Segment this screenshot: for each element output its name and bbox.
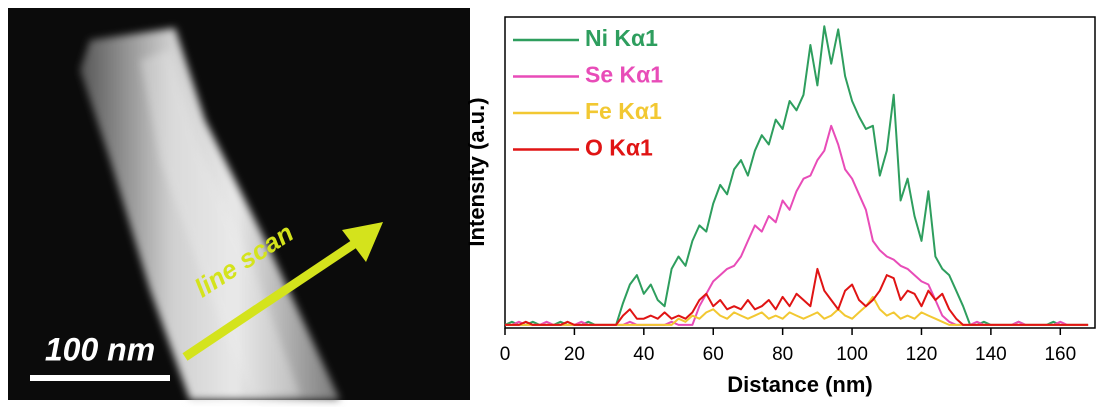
x-tick-label: 140 <box>975 344 1007 365</box>
figure: line scan 100 nm Distance (nm) Intensity… <box>0 0 1102 407</box>
legend-label: Fe Kα1 <box>585 98 662 124</box>
x-tick-label: 60 <box>703 344 724 365</box>
x-tick-label: 80 <box>772 344 793 365</box>
page: line scan 100 nm Distance (nm) Intensity… <box>0 0 1102 412</box>
x-tick-label: 0 <box>500 344 511 365</box>
legend-label: O Kα1 <box>585 135 653 161</box>
chart: Distance (nm) Intensity (a.u.) 0 20 40 60 80… <box>464 17 1095 397</box>
x-tick-label: 100 <box>836 344 868 365</box>
legend-label: Ni Kα1 <box>585 25 658 51</box>
series-line <box>505 297 1088 325</box>
x-tick-label: 120 <box>906 344 938 365</box>
x-axis-label: Distance (nm) <box>727 372 872 397</box>
y-axis-label: Intensity (a.u.) <box>464 97 489 246</box>
x-tick-label: 20 <box>564 344 585 365</box>
x-tick-label: 160 <box>1044 344 1076 365</box>
micrograph: line scan 100 nm <box>8 8 470 400</box>
x-tick-label: 40 <box>633 344 654 365</box>
legend-label: Se Kα1 <box>585 62 663 88</box>
scale-bar-label: 100 nm <box>45 331 155 367</box>
